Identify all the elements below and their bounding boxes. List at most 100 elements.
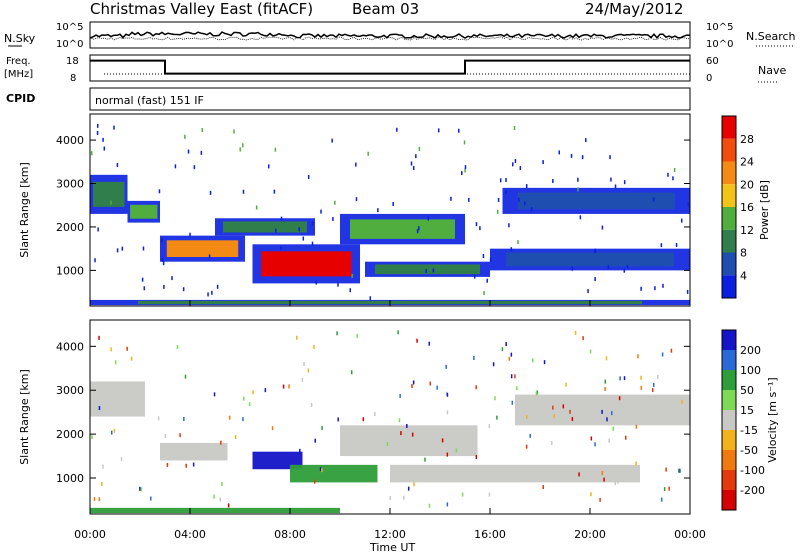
- velocity-scatter-point: [219, 497, 221, 502]
- power-scatter-point: [626, 264, 629, 269]
- power-scatter-point: [482, 253, 485, 258]
- nave-label: Nave: [758, 64, 786, 77]
- velocity-scatter-point: [299, 448, 301, 453]
- velocity-colorbar-swatch: [722, 330, 736, 350]
- velocity-colorbar-swatch: [722, 410, 736, 430]
- power-scatter-point: [667, 172, 669, 177]
- power-scatter-point: [461, 171, 463, 176]
- velocity-scatter-point: [446, 392, 449, 397]
- power-colorbar-tick: 8: [740, 247, 747, 260]
- power-scatter-point: [577, 177, 579, 182]
- power-scatter-point: [193, 165, 196, 170]
- power-scatter-point: [208, 254, 211, 259]
- velocity-scatter-point: [461, 492, 464, 497]
- velocity-scatter-point: [296, 335, 298, 340]
- power-scatter-point: [601, 225, 604, 230]
- power-scatter-point: [581, 155, 584, 160]
- power-scatter-point: [686, 289, 689, 294]
- velocity-scatter-point: [619, 376, 621, 381]
- power-scatter-point: [483, 290, 485, 295]
- power-scatter-point: [239, 147, 241, 152]
- velocity-scatter-point: [678, 468, 680, 473]
- power-scatter-point: [162, 261, 165, 266]
- velocity-scatter-point: [192, 462, 195, 467]
- power-scatter-point: [174, 164, 177, 169]
- power-feature: [166, 240, 239, 258]
- power-scatter-point: [514, 159, 517, 164]
- power-scatter-point: [367, 151, 369, 156]
- power-scatter-point: [255, 205, 258, 210]
- power-scatter-point: [311, 241, 314, 246]
- power-scatter-point: [587, 289, 589, 294]
- power-scatter-point: [216, 284, 219, 289]
- power-scatter-point: [141, 277, 144, 282]
- power-colorbar-swatch: [722, 252, 736, 276]
- velocity-scatter-point: [307, 368, 310, 373]
- velocity-scatter-point: [605, 356, 608, 361]
- power-scatter-point: [94, 258, 96, 263]
- time-tick-label: 12:00: [374, 528, 406, 541]
- power-colorbar-label: Power [dB]: [758, 180, 771, 240]
- power-scatter-point: [505, 177, 507, 182]
- power-colorbar-tick: 28: [740, 133, 754, 146]
- power-scatter-point: [415, 154, 417, 159]
- power-scatter-point: [464, 168, 466, 173]
- velocity-scatter-point: [660, 497, 663, 502]
- velocity-colorbar-swatch: [722, 350, 736, 370]
- power-scatter-point: [274, 147, 277, 152]
- velocity-scatter-point: [663, 487, 666, 492]
- power-scatter-point: [652, 197, 655, 202]
- velocity-scatter-point: [475, 455, 478, 460]
- velocity-range-ticks: 1000 2000 3000 4000: [56, 340, 690, 485]
- velocity-scatter-point: [336, 331, 338, 336]
- power-scatter-point: [121, 246, 124, 251]
- velocity-colorbar-frame: [721, 329, 737, 511]
- velocity-scatter-point: [301, 377, 304, 382]
- power-scatter-point: [96, 123, 99, 128]
- power-scatter-point: [510, 247, 513, 252]
- freq-panel-frame: [89, 54, 691, 82]
- velocity-scatter-point: [473, 356, 475, 361]
- velocity-scatter-point: [668, 486, 670, 491]
- cpid-mode: normal (fast) 151 IF: [95, 94, 204, 107]
- power-scatter-point: [200, 150, 203, 155]
- velocity-scatter-point: [635, 461, 637, 466]
- velocity-colorbar: 200 100 50 15 -15 -50 -100 -200: [721, 329, 765, 511]
- power-colorbar-tick: 24: [740, 156, 754, 169]
- velocity-scatter-point: [635, 424, 638, 429]
- power-colorbar: 4 8 12 16 20 24 28: [721, 115, 754, 299]
- velocity-feature: [290, 464, 378, 483]
- velocity-scatter-point: [111, 430, 113, 435]
- velocity-feature: [340, 425, 478, 457]
- velocity-scatter-point: [114, 360, 117, 365]
- power-range-ticks: 1000 2000 3000 4000: [56, 134, 690, 277]
- velocity-scatter-point: [552, 405, 554, 410]
- power-feature: [375, 264, 480, 275]
- velocity-colorbar-tick: 15: [740, 404, 754, 417]
- velocity-scatter-point: [623, 376, 626, 381]
- noise-sky-trace: [89, 31, 691, 39]
- velocity-scatter-point: [93, 497, 96, 502]
- power-scatter-point: [142, 246, 145, 251]
- power-scatter-point: [298, 227, 300, 232]
- velocity-scatter-point: [337, 417, 339, 422]
- velocity-colorbar-swatch: [722, 490, 736, 510]
- power-scatter-point: [189, 232, 191, 237]
- power-scatter-point: [594, 277, 596, 282]
- power-scatter-point: [610, 177, 612, 182]
- velocity-scatter-point: [606, 417, 608, 422]
- power-feature: [261, 251, 352, 277]
- power-scatter-point: [187, 149, 190, 154]
- power-scatter-point: [511, 162, 514, 167]
- velocity-scatter-point: [601, 409, 603, 414]
- freq-right-tick-top: 60: [706, 56, 719, 67]
- power-scatter-point: [273, 189, 276, 194]
- power-scatter-point: [280, 246, 282, 251]
- power-scatter-point: [97, 227, 99, 232]
- power-scatter-point: [182, 287, 185, 292]
- velocity-scatter-point: [590, 436, 593, 441]
- velocity-scatter-point: [625, 435, 627, 440]
- noise-search-trace: [89, 36, 691, 41]
- velocity-scatter-point: [98, 335, 100, 340]
- power-scatter-point: [113, 125, 115, 130]
